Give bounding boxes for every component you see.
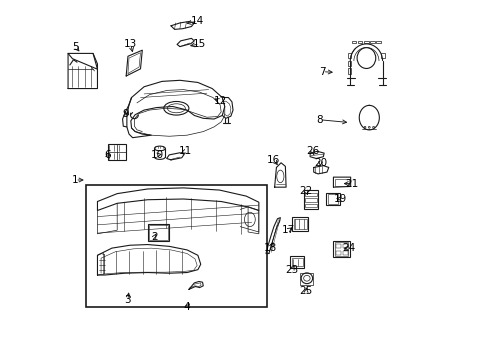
Bar [364, 41, 368, 43]
Text: 11: 11 [178, 146, 192, 156]
Text: 7: 7 [319, 67, 325, 77]
Text: 12: 12 [213, 96, 226, 106]
Text: 18: 18 [264, 243, 277, 253]
Text: 25: 25 [299, 286, 312, 296]
Text: 2: 2 [150, 232, 157, 242]
Text: 22: 22 [299, 186, 312, 197]
Bar [290, 256, 304, 268]
Text: 15: 15 [193, 39, 206, 49]
Bar [357, 41, 362, 43]
Text: 20: 20 [313, 158, 326, 168]
Bar [335, 251, 340, 255]
Text: 4: 4 [183, 302, 190, 312]
Bar [381, 53, 384, 58]
Text: 5: 5 [73, 42, 79, 52]
Bar [342, 244, 347, 248]
Bar [327, 194, 338, 204]
Bar [334, 179, 348, 186]
Bar [149, 225, 167, 239]
Text: 21: 21 [345, 179, 358, 189]
Text: 6: 6 [104, 150, 111, 160]
Bar [347, 53, 351, 58]
Text: 3: 3 [124, 295, 131, 305]
Bar [342, 251, 347, 255]
Bar [303, 190, 317, 210]
Bar [305, 193, 316, 197]
Text: 26: 26 [305, 146, 319, 156]
Bar [305, 204, 316, 207]
Text: 19: 19 [333, 194, 346, 204]
Bar [335, 244, 340, 248]
Text: 17: 17 [281, 225, 294, 235]
Bar [305, 198, 316, 202]
Bar [292, 217, 308, 231]
Text: 8: 8 [316, 115, 323, 125]
Bar [347, 68, 351, 74]
Bar [347, 60, 351, 66]
Bar [300, 273, 312, 285]
Text: 24: 24 [341, 243, 354, 253]
Bar [334, 242, 348, 256]
Bar [147, 224, 169, 241]
Text: 13: 13 [124, 40, 137, 49]
Bar [325, 193, 339, 205]
Bar [369, 41, 374, 43]
Text: 9: 9 [122, 109, 128, 119]
Bar [333, 241, 349, 257]
Bar [376, 41, 380, 43]
Text: 10: 10 [151, 150, 164, 160]
Bar [291, 258, 302, 266]
Bar [351, 41, 356, 43]
Bar [107, 144, 126, 160]
Text: 16: 16 [267, 155, 280, 165]
Text: 1: 1 [72, 175, 79, 185]
Text: 23: 23 [285, 265, 298, 275]
Text: 14: 14 [191, 16, 204, 26]
Bar [293, 219, 306, 229]
Bar [86, 185, 266, 307]
